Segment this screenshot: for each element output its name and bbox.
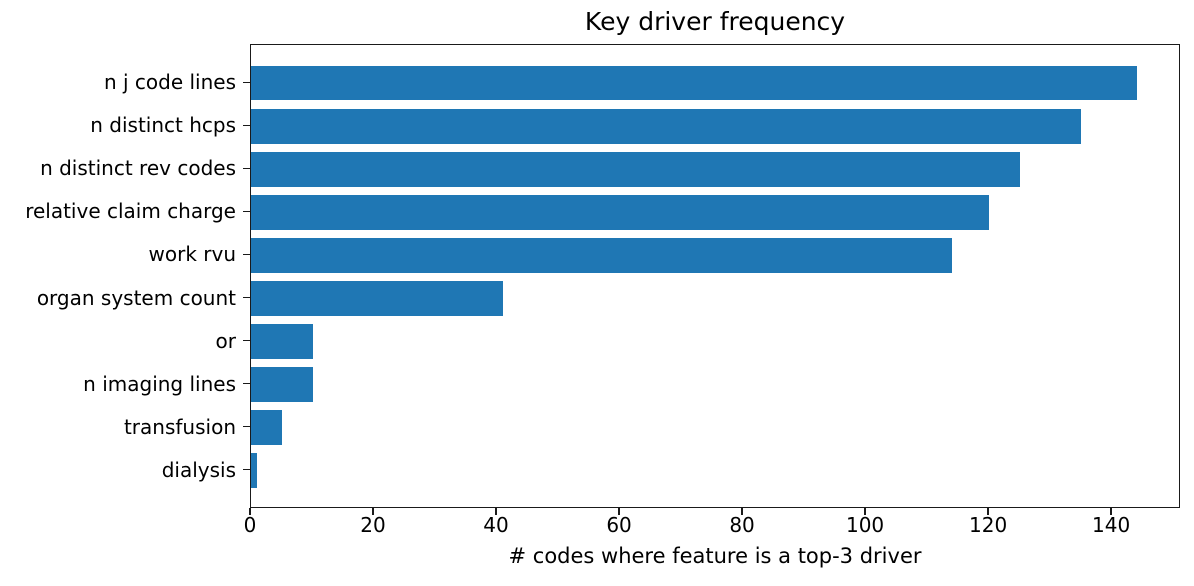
y-tick-label: n distinct hcps xyxy=(90,113,236,138)
y-tick-label: work rvu xyxy=(148,242,237,267)
y-tick-label: n distinct rev codes xyxy=(40,156,236,181)
y-tick-label: n imaging lines xyxy=(83,371,236,396)
x-tick-mark xyxy=(618,508,620,515)
x-tick-mark xyxy=(249,508,251,515)
y-tick-mark xyxy=(243,81,250,84)
bar xyxy=(251,281,504,316)
y-tick-label: relative claim charge xyxy=(25,199,236,224)
bar xyxy=(251,152,1020,187)
x-tick-label: 80 xyxy=(729,513,755,537)
y-tick-label: or xyxy=(215,328,236,353)
y-tick-label: transfusion xyxy=(123,414,236,439)
y-tick-mark xyxy=(243,210,250,213)
plot-area xyxy=(250,44,1180,508)
y-tick-mark xyxy=(243,425,250,428)
bar xyxy=(251,66,1137,101)
x-tick-mark xyxy=(1110,508,1112,515)
x-tick-label: 20 xyxy=(360,513,386,537)
y-tick-mark xyxy=(243,253,250,256)
y-tick-label: dialysis xyxy=(161,457,236,482)
x-tick-mark xyxy=(372,508,374,515)
bar xyxy=(251,453,258,488)
x-tick-label: 120 xyxy=(969,513,1008,537)
bar xyxy=(251,410,282,445)
y-tick-label: n j code lines xyxy=(103,70,236,95)
x-tick-mark xyxy=(495,508,497,515)
chart-title: Key driver frequency xyxy=(584,7,846,36)
bar xyxy=(251,367,313,402)
y-tick-mark xyxy=(243,339,250,342)
x-tick-mark xyxy=(864,508,866,515)
bar xyxy=(251,238,953,273)
x-tick-mark xyxy=(987,508,989,515)
bar xyxy=(251,109,1082,144)
x-axis-label: # codes where feature is a top-3 driver xyxy=(508,544,922,568)
x-tick-label: 40 xyxy=(483,513,509,537)
y-tick-mark xyxy=(243,468,250,471)
x-tick-label: 100 xyxy=(845,513,885,537)
x-tick-mark xyxy=(741,508,743,515)
y-tick-mark xyxy=(243,167,250,170)
y-tick-mark xyxy=(243,382,250,385)
y-tick-label: organ system count xyxy=(36,285,236,310)
x-tick-label: 60 xyxy=(606,513,632,537)
x-tick-label: 0 xyxy=(243,513,257,537)
bar xyxy=(251,324,313,359)
x-tick-label: 140 xyxy=(1092,513,1131,537)
y-tick-mark xyxy=(243,124,250,127)
bar xyxy=(251,195,990,230)
y-tick-mark xyxy=(243,296,250,299)
